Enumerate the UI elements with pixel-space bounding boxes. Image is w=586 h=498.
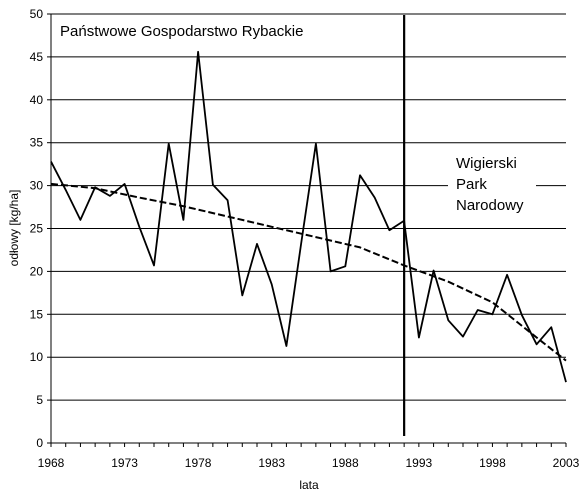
y-tick-label: 35 [30,136,44,150]
y-tick-label: 20 [30,264,44,278]
right-period-annotation-line-3: Narodowy [456,197,524,214]
x-tick-label: 1993 [406,456,433,470]
x-tick-label: 1978 [185,456,212,470]
y-tick-label: 10 [30,350,44,364]
y-tick-labels: 0 5 10 15 20 25 30 35 40 45 50 [30,7,44,450]
left-period-annotation: Państwowe Gospodarstwo Rybackie [60,23,303,40]
gridlines [51,13,566,401]
y-tick-label: 45 [30,50,44,64]
y-tick-label: 15 [30,307,44,321]
catch-line [50,50,567,383]
y-tick-label: 0 [36,436,43,450]
y-tick-label: 5 [36,393,43,407]
y-tick-label: 50 [30,7,44,21]
x-tick-label: 1988 [332,456,359,470]
x-axis-label: lata [299,478,319,492]
series-group [50,50,567,383]
y-tick-label: 30 [30,179,44,193]
y-tick-label: 40 [30,93,44,107]
right-period-annotation-line-2: Park [456,176,487,193]
y-tick-label: 25 [30,222,44,236]
x-tick-labels: 1968 1973 1978 1983 1988 1993 1998 2003 [38,456,580,470]
x-tick-label: 1973 [111,456,138,470]
y-axis-label: odłowy [kg/ha] [7,190,21,267]
x-tick-label: 2003 [553,456,580,470]
right-period-annotation-box [448,148,536,218]
right-period-annotation-line-1: Wigierski [456,155,517,172]
x-tick-label: 1983 [258,456,285,470]
x-tick-label: 1998 [479,456,506,470]
trend-line [50,182,567,362]
axes [47,13,567,447]
x-tick-label: 1968 [38,456,65,470]
